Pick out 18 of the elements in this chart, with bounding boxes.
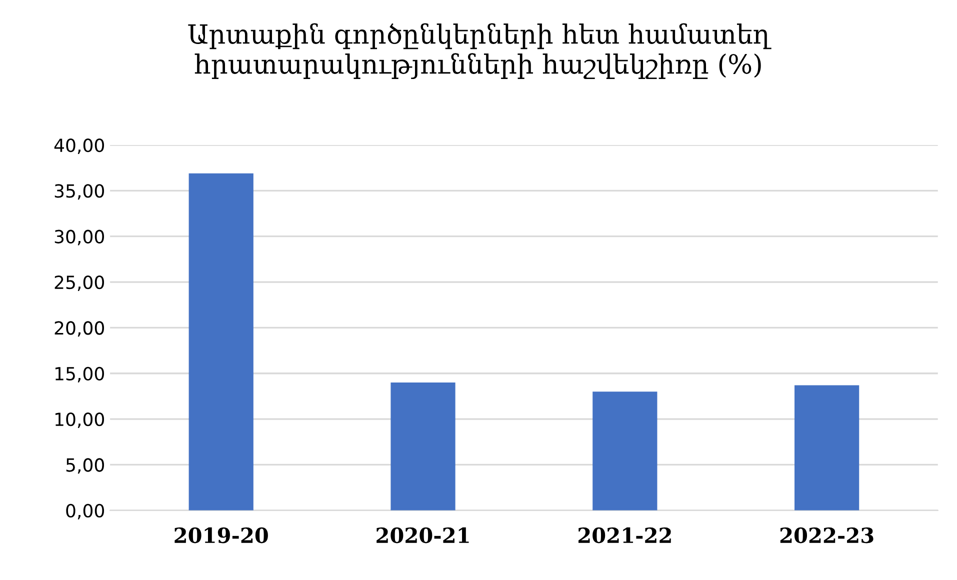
chart-title: Արտաքին գործընկերների հետ համատեղ հրատարակությունների հաշվեկշիռը (%)	[188, 23, 772, 80]
bar	[188, 173, 254, 510]
y-tick-label: 10,00	[55, 412, 104, 428]
y-tick-label: 20,00	[54, 321, 104, 337]
x-tick-label: 2020-21	[376, 527, 469, 544]
bar	[794, 385, 860, 510]
y-tick-label: 15,00	[55, 366, 104, 382]
y-tick-label: 30,00	[54, 230, 104, 246]
x-tick-label: 2019-20	[174, 527, 268, 544]
bar	[592, 392, 658, 510]
x-tick-label: 2021-22	[578, 527, 671, 544]
bar	[390, 382, 456, 510]
y-tick-label: 25,00	[54, 275, 104, 291]
y-tick-label: 35,00	[54, 184, 104, 200]
y-tick-label: 40,00	[54, 138, 104, 154]
y-tick-label: 0,00	[66, 504, 104, 520]
y-tick-label: 5,00	[66, 458, 104, 474]
x-tick-label: 2022-23	[780, 527, 874, 544]
